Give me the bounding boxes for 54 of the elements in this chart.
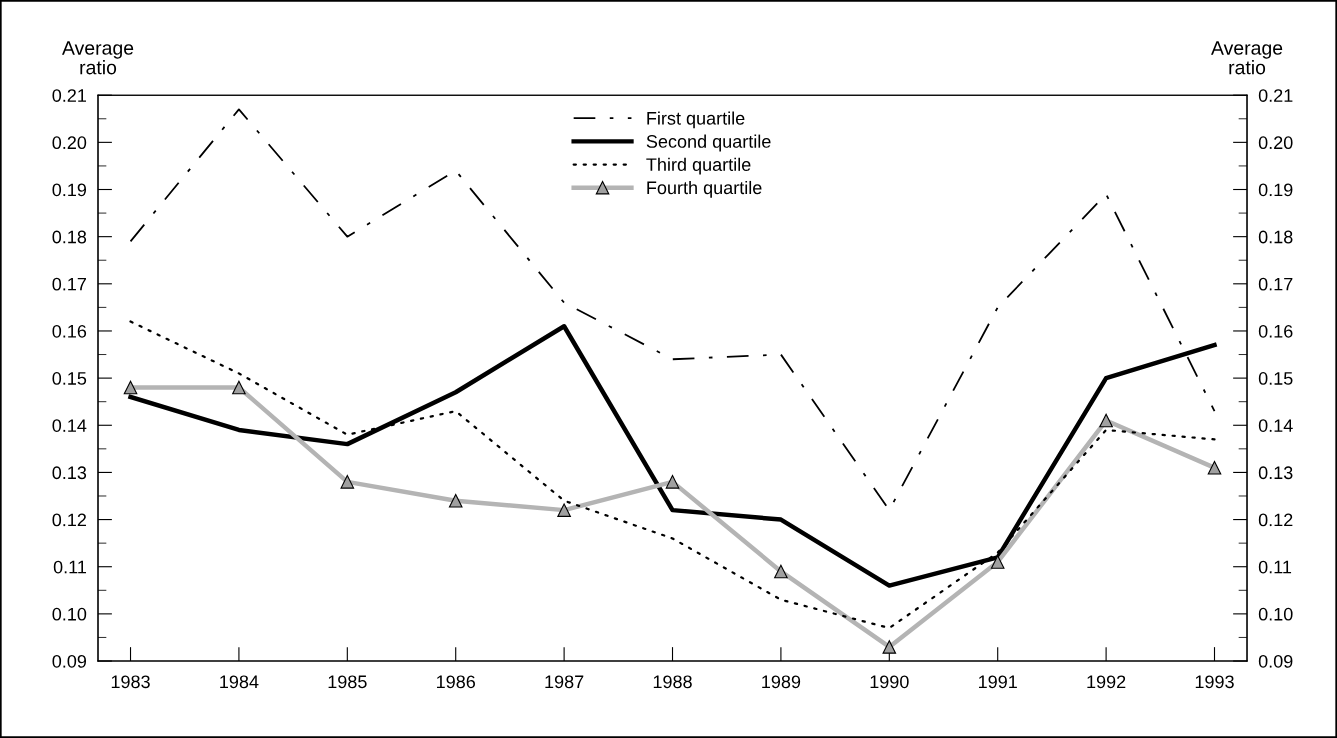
y2-tick-label: 0.09 <box>1258 654 1293 668</box>
y-tick-label: 0.13 <box>52 466 87 480</box>
legend-label: Second quartile <box>646 134 771 152</box>
y-tick-label: 0.10 <box>52 607 87 621</box>
x-tick-label: 1986 <box>437 675 476 689</box>
y-tick-label: 0.19 <box>52 183 87 197</box>
legend-label: Third quartile <box>646 157 751 175</box>
point <box>123 380 138 395</box>
x-tick-label: 1988 <box>653 675 692 689</box>
y-axis-title: Average ratio <box>62 41 134 75</box>
y2-tick-label: 0.17 <box>1258 277 1293 291</box>
y2-tick-label: 0.11 <box>1258 560 1292 574</box>
x-tick-label: 1985 <box>328 675 367 689</box>
y-tick-label: 0.12 <box>52 513 86 527</box>
y-tick-label: 0.09 <box>52 654 87 668</box>
point <box>232 380 246 395</box>
x-tick-label: 1987 <box>545 675 584 689</box>
point <box>1099 413 1113 428</box>
y2-tick-label: 0.21 <box>1258 89 1293 102</box>
legend-label: Fourth quartile <box>647 180 762 198</box>
y2-tick-label: 0.15 <box>1258 372 1293 385</box>
y2-tick-label: 0.19 <box>1258 183 1293 197</box>
x-tick-label: 1984 <box>220 675 259 689</box>
y-tick-label: 0.14 <box>52 419 87 432</box>
y-tick-label: 0.18 <box>52 230 87 244</box>
point <box>990 555 1005 569</box>
y-tick-label: 0.11 <box>53 560 87 574</box>
point <box>340 475 355 489</box>
y-tick-label: 0.20 <box>52 136 87 150</box>
y2-tick-label: 0.13 <box>1258 466 1293 480</box>
y-tick-label: 0.17 <box>52 277 86 291</box>
point <box>665 475 680 489</box>
point <box>1207 460 1222 475</box>
point <box>557 503 571 517</box>
y2-tick-label: 0.10 <box>1258 607 1293 621</box>
x-tick-label: 1990 <box>870 675 909 689</box>
y2-tick-label: 0.14 <box>1258 419 1293 432</box>
y-tick-label: 0.16 <box>52 324 87 338</box>
y2-tick-label: 0.20 <box>1258 136 1293 150</box>
point <box>882 640 897 654</box>
y2-tick-label: 0.18 <box>1258 230 1293 244</box>
y-tick-label: 0.21 <box>52 89 87 102</box>
point <box>448 493 463 508</box>
y2-tick-label: 0.12 <box>1258 513 1293 527</box>
point <box>774 564 788 579</box>
x-tick-label: 1983 <box>111 675 150 689</box>
legend-label: First quartile <box>647 111 745 129</box>
x-tick-label: 1993 <box>1195 675 1234 689</box>
x-tick-label: 1992 <box>1087 675 1126 689</box>
y2-tick-label: 0.16 <box>1258 324 1293 338</box>
y2-axis-title: Average ratio <box>1211 41 1283 75</box>
x-tick-label: 1991 <box>979 675 1017 689</box>
x-tick-label: 1989 <box>762 675 801 689</box>
y-tick-label: 0.15 <box>52 372 87 385</box>
